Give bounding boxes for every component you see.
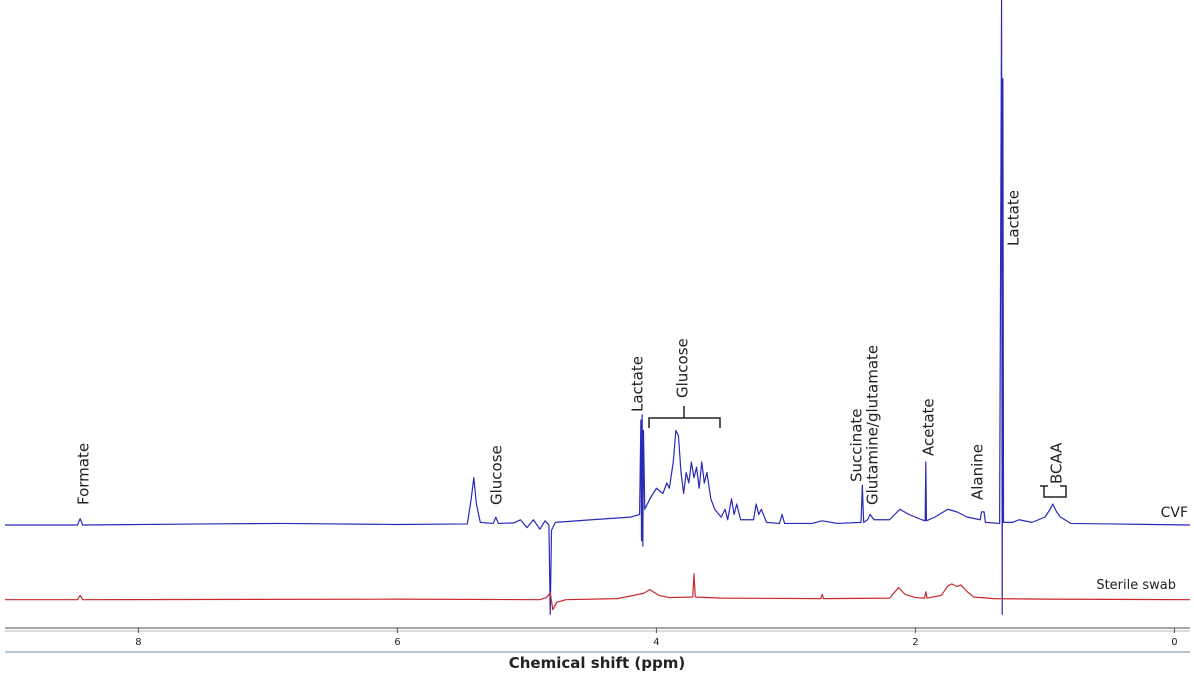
x-tick-label: 2 — [912, 637, 918, 648]
annotation: Glucose — [488, 445, 506, 505]
annotation: Succinate — [848, 409, 866, 483]
series-label: Sterile swab — [1096, 578, 1176, 593]
annotation: Glutamine/glutamate — [864, 345, 882, 505]
annotation: Formate — [75, 443, 93, 505]
x-tick-label: 0 — [1171, 637, 1177, 648]
x-tick-label: 4 — [653, 637, 659, 648]
spectrum-line — [5, 573, 1191, 611]
x-tick-label: 8 — [135, 637, 141, 648]
annotation: Lactate — [629, 356, 647, 412]
spectrum-line — [5, 0, 1191, 615]
x-axis-label: Chemical shift (ppm) — [509, 654, 686, 672]
annotation: Alanine — [969, 444, 987, 500]
plot-area — [5, 0, 1191, 615]
annotation: Lactate — [1005, 190, 1023, 246]
bracket — [1040, 485, 1067, 498]
series-label: CVF — [1161, 505, 1188, 521]
x-tick-label: 6 — [394, 637, 400, 648]
bracket — [648, 406, 721, 428]
annotation: Glucose — [674, 338, 692, 398]
annotation: BCAA — [1048, 442, 1066, 484]
annotation: Acetate — [920, 398, 938, 456]
